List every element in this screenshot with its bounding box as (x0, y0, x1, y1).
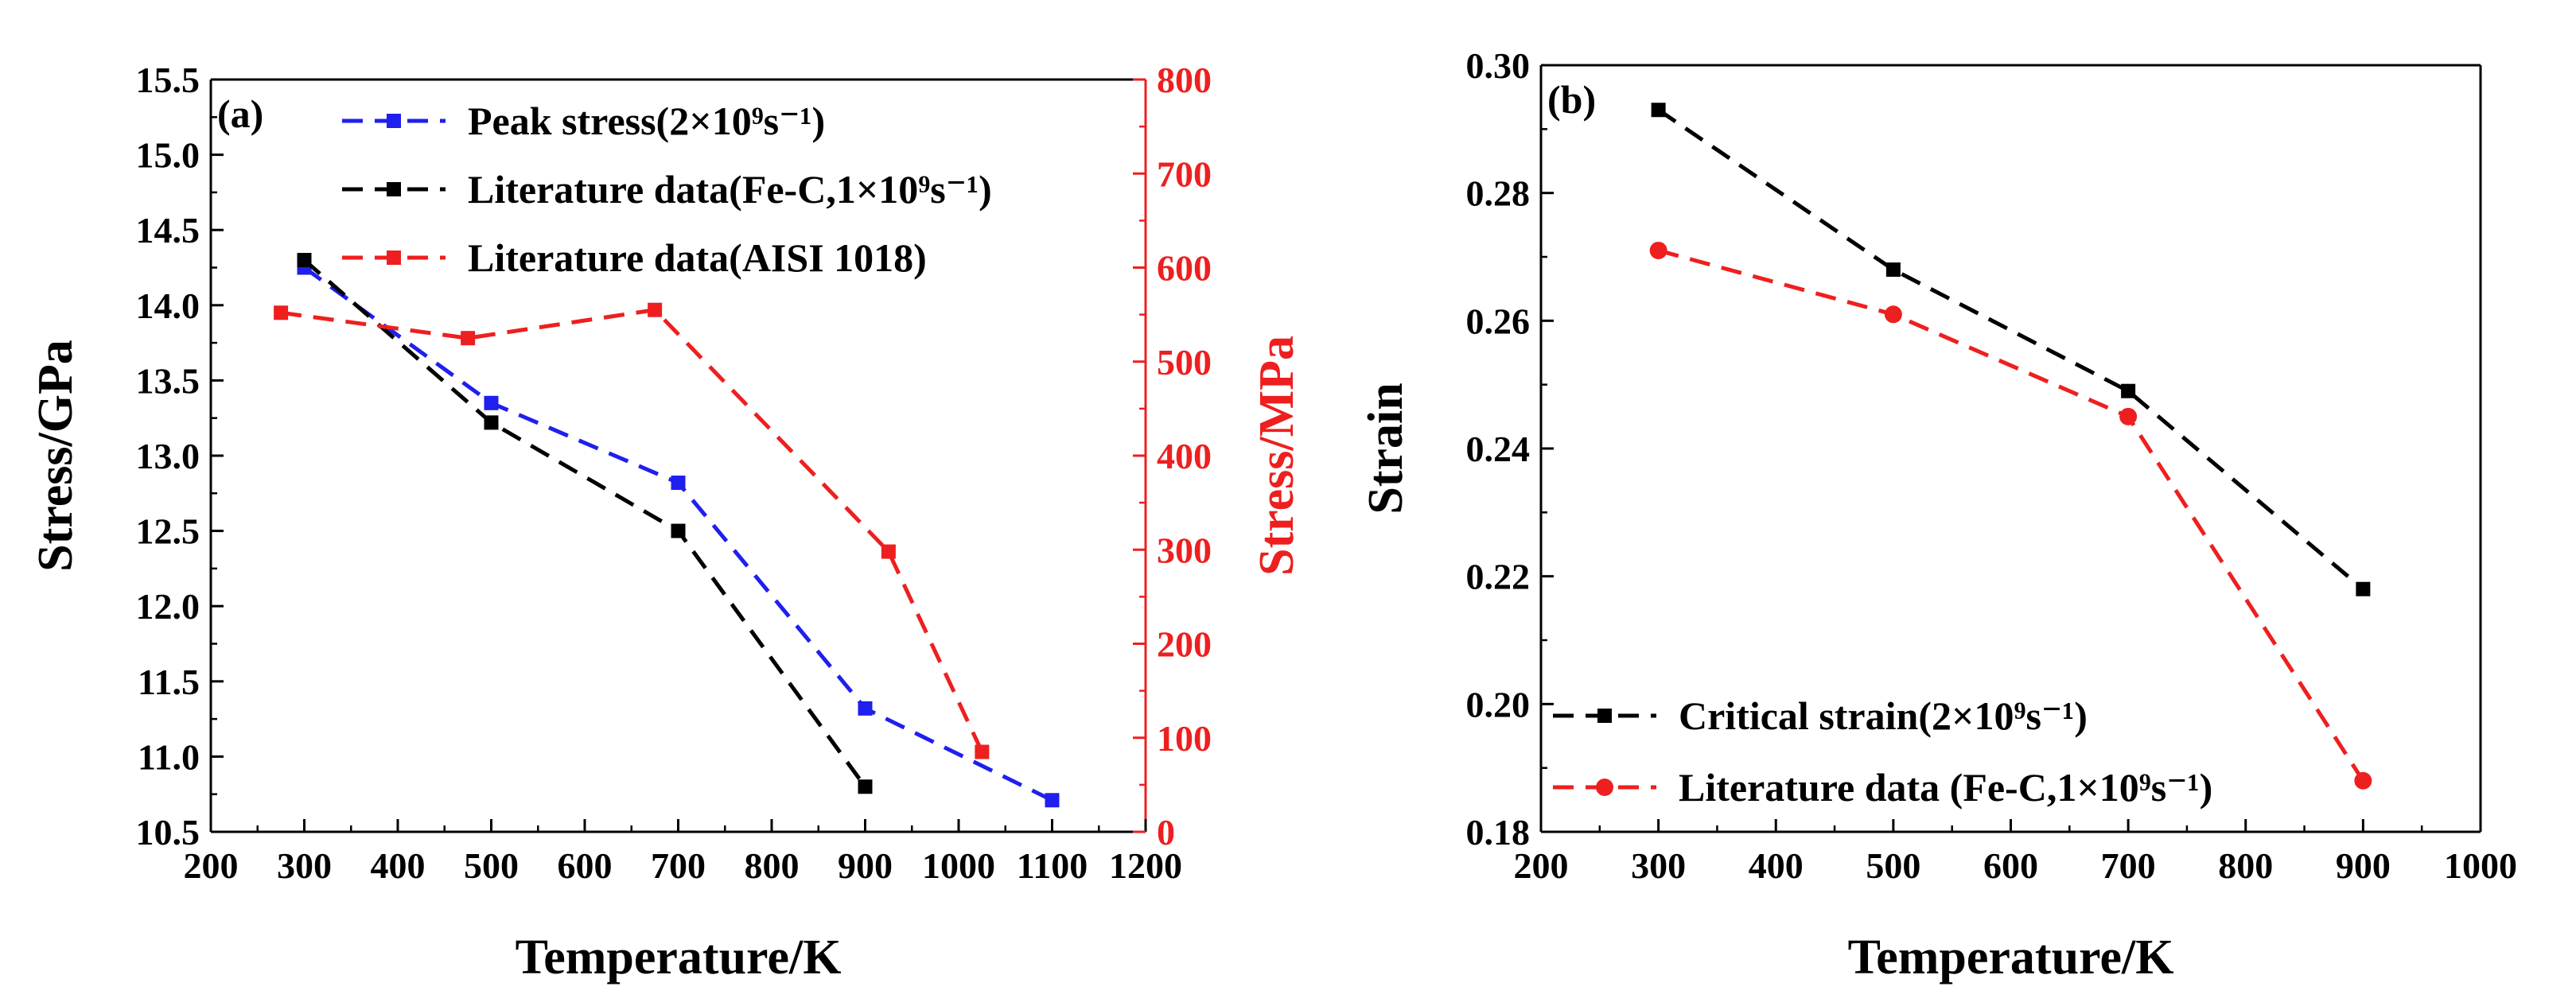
y-right-tick-label: 0 (1157, 812, 1175, 852)
legend-marker (387, 114, 401, 128)
legend-label: Literature data (Fe-C,1×10⁹s⁻¹) (1679, 765, 2212, 810)
x-tick-label: 1000 (2444, 845, 2517, 886)
data-point (297, 253, 312, 268)
x-tick-label: 800 (2218, 845, 2273, 886)
x-tick-label: 1100 (1017, 845, 1088, 886)
y-tick-label: 0.30 (1466, 45, 1531, 86)
y-tick-label: 13.5 (136, 360, 200, 401)
series-line (1657, 108, 2364, 591)
x-tick-label: 700 (2101, 845, 2156, 886)
series-line (280, 308, 984, 753)
data-point (1651, 103, 1666, 118)
series-line (302, 258, 867, 788)
data-point (2119, 407, 2138, 425)
data-point (1884, 305, 1902, 324)
x-tick-label: 400 (1749, 845, 1804, 886)
y-tick-label: 0.22 (1466, 557, 1531, 597)
x-tick-label: 300 (277, 845, 332, 886)
x-tick-label: 600 (1983, 845, 2038, 886)
data-point (484, 395, 499, 410)
x-tick-label: 400 (371, 845, 426, 886)
x-tick-label: 200 (1514, 845, 1569, 886)
y-tick-label: 14.5 (136, 210, 200, 250)
y-tick-label: 0.28 (1466, 173, 1531, 214)
data-point (484, 415, 499, 430)
y-tick-label: 15.0 (136, 135, 200, 176)
legend-marker (1596, 779, 1613, 796)
y-right-tick-label: 600 (1157, 248, 1212, 289)
y-tick-label: 0.26 (1466, 301, 1531, 341)
y-tick-label: 0.24 (1466, 429, 1531, 469)
data-point (1649, 241, 1667, 259)
legend-marker (1597, 709, 1612, 723)
y-tick-label: 0.18 (1466, 812, 1531, 852)
legend-label: Literature data(AISI 1018) (468, 235, 927, 280)
data-point (975, 744, 990, 759)
x-tick-label: 500 (464, 845, 519, 886)
x-tick-label: 700 (651, 845, 706, 886)
chart-panel-a: 200 300 400 500 600 700 800 900 1000 1100 120010.5… (29, 60, 1304, 985)
data-point (881, 544, 896, 559)
y-right-tick-label: 800 (1157, 60, 1212, 100)
y-axis-label: Strain (1359, 383, 1413, 514)
y-right-tick-label: 700 (1157, 153, 1212, 194)
x-tick-label: 200 (184, 845, 239, 886)
y-tick-label: 15.5 (136, 60, 200, 100)
data-point (648, 302, 663, 317)
y-tick-label: 11.0 (138, 736, 200, 777)
x-tick-label: 1200 (1109, 845, 1182, 886)
legend-label: Literature data(Fe-C,1×10⁹s⁻¹) (468, 167, 992, 212)
y-axis-label: Stress/GPa (29, 340, 83, 572)
y-tick-label: 12.5 (136, 511, 200, 552)
x-axis-label: Temperature/K (1848, 930, 2174, 985)
x-tick-label: 800 (745, 845, 800, 886)
x-axis-label: Temperature/K (516, 930, 842, 985)
y-tick-label: 12.0 (136, 586, 200, 627)
x-tick-label: 600 (558, 845, 613, 886)
y-tick-label: 13.0 (136, 436, 200, 476)
x-tick-label: 900 (2336, 845, 2391, 886)
x-tick-label: 1000 (922, 845, 995, 886)
data-point (2354, 771, 2372, 790)
chart-panel-b: 200 300 400 500 600 700 800 900 1000 0.18 0.20 0.22… (1359, 45, 2517, 985)
data-point (858, 779, 873, 794)
y-right-tick-label: 200 (1157, 624, 1212, 665)
legend-label: Critical strain(2×10⁹s⁻¹) (1679, 693, 2088, 738)
y-right-tick-label: 100 (1157, 718, 1212, 759)
y-right-tick-label: 500 (1157, 342, 1212, 383)
x-tick-label: 300 (1631, 845, 1686, 886)
panel-label: (b) (1547, 77, 1596, 122)
panel-label: (a) (217, 91, 263, 136)
y-tick-label: 0.20 (1466, 684, 1531, 724)
data-point (461, 331, 476, 346)
x-tick-label: 900 (838, 845, 893, 886)
y-tick-label: 14.0 (136, 285, 200, 326)
y-right-axis-label: Stress/MPa (1250, 336, 1304, 576)
y-right-tick-label: 300 (1157, 530, 1212, 570)
y-tick-label: 11.5 (138, 662, 200, 702)
data-point (858, 701, 873, 716)
data-point (2121, 383, 2136, 398)
series-line (1657, 248, 2365, 783)
y-tick-label: 10.5 (136, 812, 200, 852)
data-point (274, 305, 289, 320)
legend-marker (387, 250, 401, 265)
data-point (671, 523, 686, 538)
data-point (2356, 581, 2371, 596)
data-point (1045, 793, 1060, 808)
y-right-tick-label: 400 (1157, 436, 1212, 476)
legend-label: Peak stress(2×10⁹s⁻¹) (468, 99, 825, 143)
x-tick-label: 500 (1866, 845, 1920, 886)
data-point (671, 476, 686, 491)
data-point (1885, 262, 1901, 278)
legend-marker (387, 182, 401, 196)
